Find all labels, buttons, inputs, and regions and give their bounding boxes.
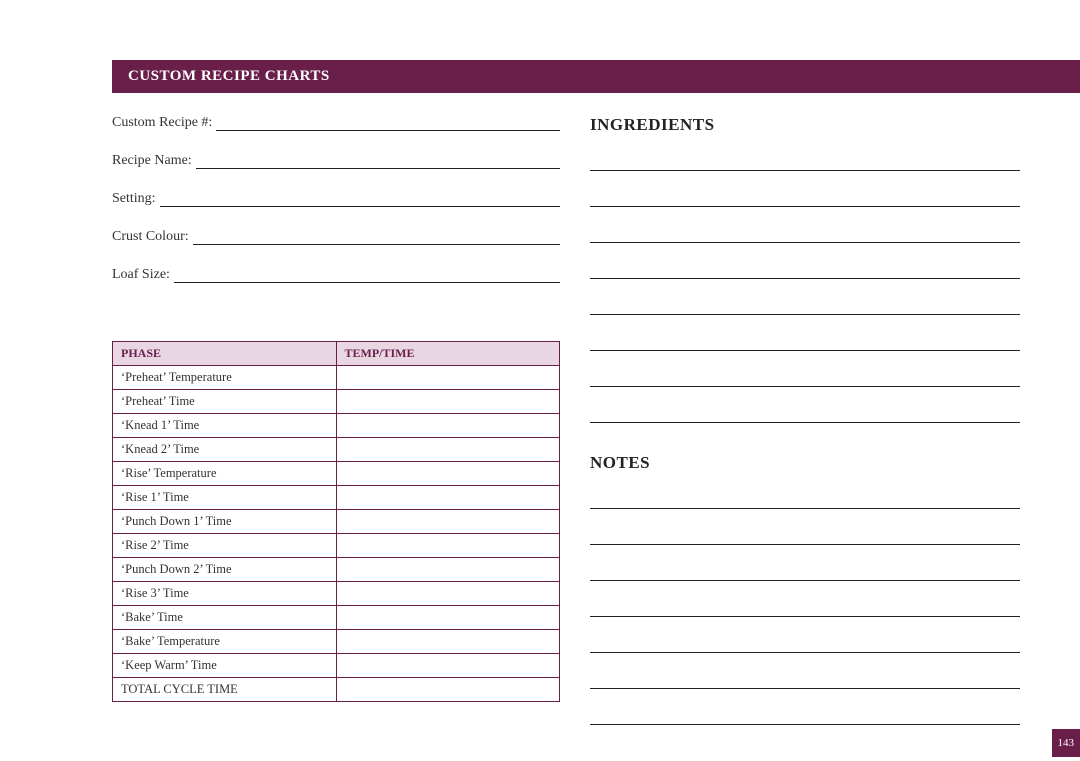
content-area: Custom Recipe #: Recipe Name: Setting: Crus… [0, 93, 1080, 747]
phase-cell: ‘Rise 1’ Time [113, 486, 337, 510]
phase-cell: ‘Preheat’ Time [113, 390, 337, 414]
temptime-cell[interactable] [336, 414, 560, 438]
field-label: Crust Colour: [112, 229, 189, 245]
table-row: ‘Punch Down 2’ Time [113, 558, 560, 582]
table-row: ‘Rise 2’ Time [113, 534, 560, 558]
field-label: Custom Recipe #: [112, 115, 212, 131]
table-row: ‘Punch Down 1’ Time [113, 510, 560, 534]
phase-cell: ‘Bake’ Time [113, 606, 337, 630]
phase-table-body: ‘Preheat’ Temperature‘Preheat’ Time‘Knea… [113, 366, 560, 702]
table-row: ‘Knead 2’ Time [113, 438, 560, 462]
field-line[interactable] [160, 193, 560, 207]
field-line[interactable] [216, 117, 560, 131]
ingredients-write-line[interactable] [590, 337, 1020, 351]
temptime-cell[interactable] [336, 678, 560, 702]
ingredients-write-line[interactable] [590, 265, 1020, 279]
page-number: 143 [1052, 729, 1080, 757]
table-row: ‘Rise’ Temperature [113, 462, 560, 486]
table-row: ‘Rise 3’ Time [113, 582, 560, 606]
field-row: Setting: [112, 191, 560, 207]
field-row: Recipe Name: [112, 153, 560, 169]
temptime-col-header: TEMP/TIME [336, 342, 560, 366]
phase-cell: ‘Knead 1’ Time [113, 414, 337, 438]
temptime-cell[interactable] [336, 366, 560, 390]
temptime-cell[interactable] [336, 462, 560, 486]
table-row: ‘Keep Warm’ Time [113, 654, 560, 678]
ingredients-heading: INGREDIENTS [590, 115, 1020, 135]
temptime-cell[interactable] [336, 510, 560, 534]
phase-col-header: PHASE [113, 342, 337, 366]
notes-block: NOTES [590, 453, 1020, 725]
field-line[interactable] [174, 269, 560, 283]
phase-cell: ‘Rise 2’ Time [113, 534, 337, 558]
phase-cell: ‘Bake’ Temperature [113, 630, 337, 654]
ingredients-write-line[interactable] [590, 157, 1020, 171]
field-row: Crust Colour: [112, 229, 560, 245]
table-row: ‘Preheat’ Temperature [113, 366, 560, 390]
field-row: Loaf Size: [112, 267, 560, 283]
notes-write-line[interactable] [590, 603, 1020, 617]
temptime-cell[interactable] [336, 654, 560, 678]
field-line[interactable] [196, 155, 560, 169]
temptime-cell[interactable] [336, 534, 560, 558]
notes-lines [590, 495, 1020, 725]
notes-write-line[interactable] [590, 639, 1020, 653]
left-column: Custom Recipe #: Recipe Name: Setting: Crus… [112, 115, 560, 747]
phase-cell: ‘Keep Warm’ Time [113, 654, 337, 678]
ingredients-lines [590, 157, 1020, 423]
phase-cell: ‘Punch Down 2’ Time [113, 558, 337, 582]
table-row: ‘Preheat’ Time [113, 390, 560, 414]
table-row: ‘Rise 1’ Time [113, 486, 560, 510]
notes-write-line[interactable] [590, 675, 1020, 689]
right-column: INGREDIENTS NOTES [590, 115, 1020, 747]
temptime-cell[interactable] [336, 606, 560, 630]
field-row: Custom Recipe #: [112, 115, 560, 131]
phase-table: PHASE TEMP/TIME ‘Preheat’ Temperature‘Pr… [112, 341, 560, 702]
ingredients-write-line[interactable] [590, 193, 1020, 207]
field-label: Setting: [112, 191, 156, 207]
ingredients-write-line[interactable] [590, 373, 1020, 387]
phase-cell: ‘Preheat’ Temperature [113, 366, 337, 390]
temptime-cell[interactable] [336, 558, 560, 582]
notes-heading: NOTES [590, 453, 1020, 473]
notes-write-line[interactable] [590, 711, 1020, 725]
phase-cell: ‘Rise 3’ Time [113, 582, 337, 606]
field-line[interactable] [193, 231, 560, 245]
phase-cell: TOTAL CYCLE TIME [113, 678, 337, 702]
table-row: ‘Knead 1’ Time [113, 414, 560, 438]
table-header-row: PHASE TEMP/TIME [113, 342, 560, 366]
ingredients-write-line[interactable] [590, 409, 1020, 423]
ingredients-write-line[interactable] [590, 301, 1020, 315]
temptime-cell[interactable] [336, 486, 560, 510]
temptime-cell[interactable] [336, 390, 560, 414]
field-label: Recipe Name: [112, 153, 192, 169]
header-bar: CUSTOM RECIPE CHARTS [112, 60, 1080, 93]
temptime-cell[interactable] [336, 630, 560, 654]
table-row: TOTAL CYCLE TIME [113, 678, 560, 702]
phase-cell: ‘Knead 2’ Time [113, 438, 337, 462]
notes-write-line[interactable] [590, 567, 1020, 581]
phase-cell: ‘Rise’ Temperature [113, 462, 337, 486]
table-row: ‘Bake’ Time [113, 606, 560, 630]
notes-write-line[interactable] [590, 495, 1020, 509]
ingredients-write-line[interactable] [590, 229, 1020, 243]
fields-container: Custom Recipe #: Recipe Name: Setting: Crus… [112, 115, 560, 283]
header-title: CUSTOM RECIPE CHARTS [128, 68, 330, 84]
temptime-cell[interactable] [336, 582, 560, 606]
table-row: ‘Bake’ Temperature [113, 630, 560, 654]
temptime-cell[interactable] [336, 438, 560, 462]
notes-write-line[interactable] [590, 531, 1020, 545]
field-label: Loaf Size: [112, 267, 170, 283]
phase-cell: ‘Punch Down 1’ Time [113, 510, 337, 534]
